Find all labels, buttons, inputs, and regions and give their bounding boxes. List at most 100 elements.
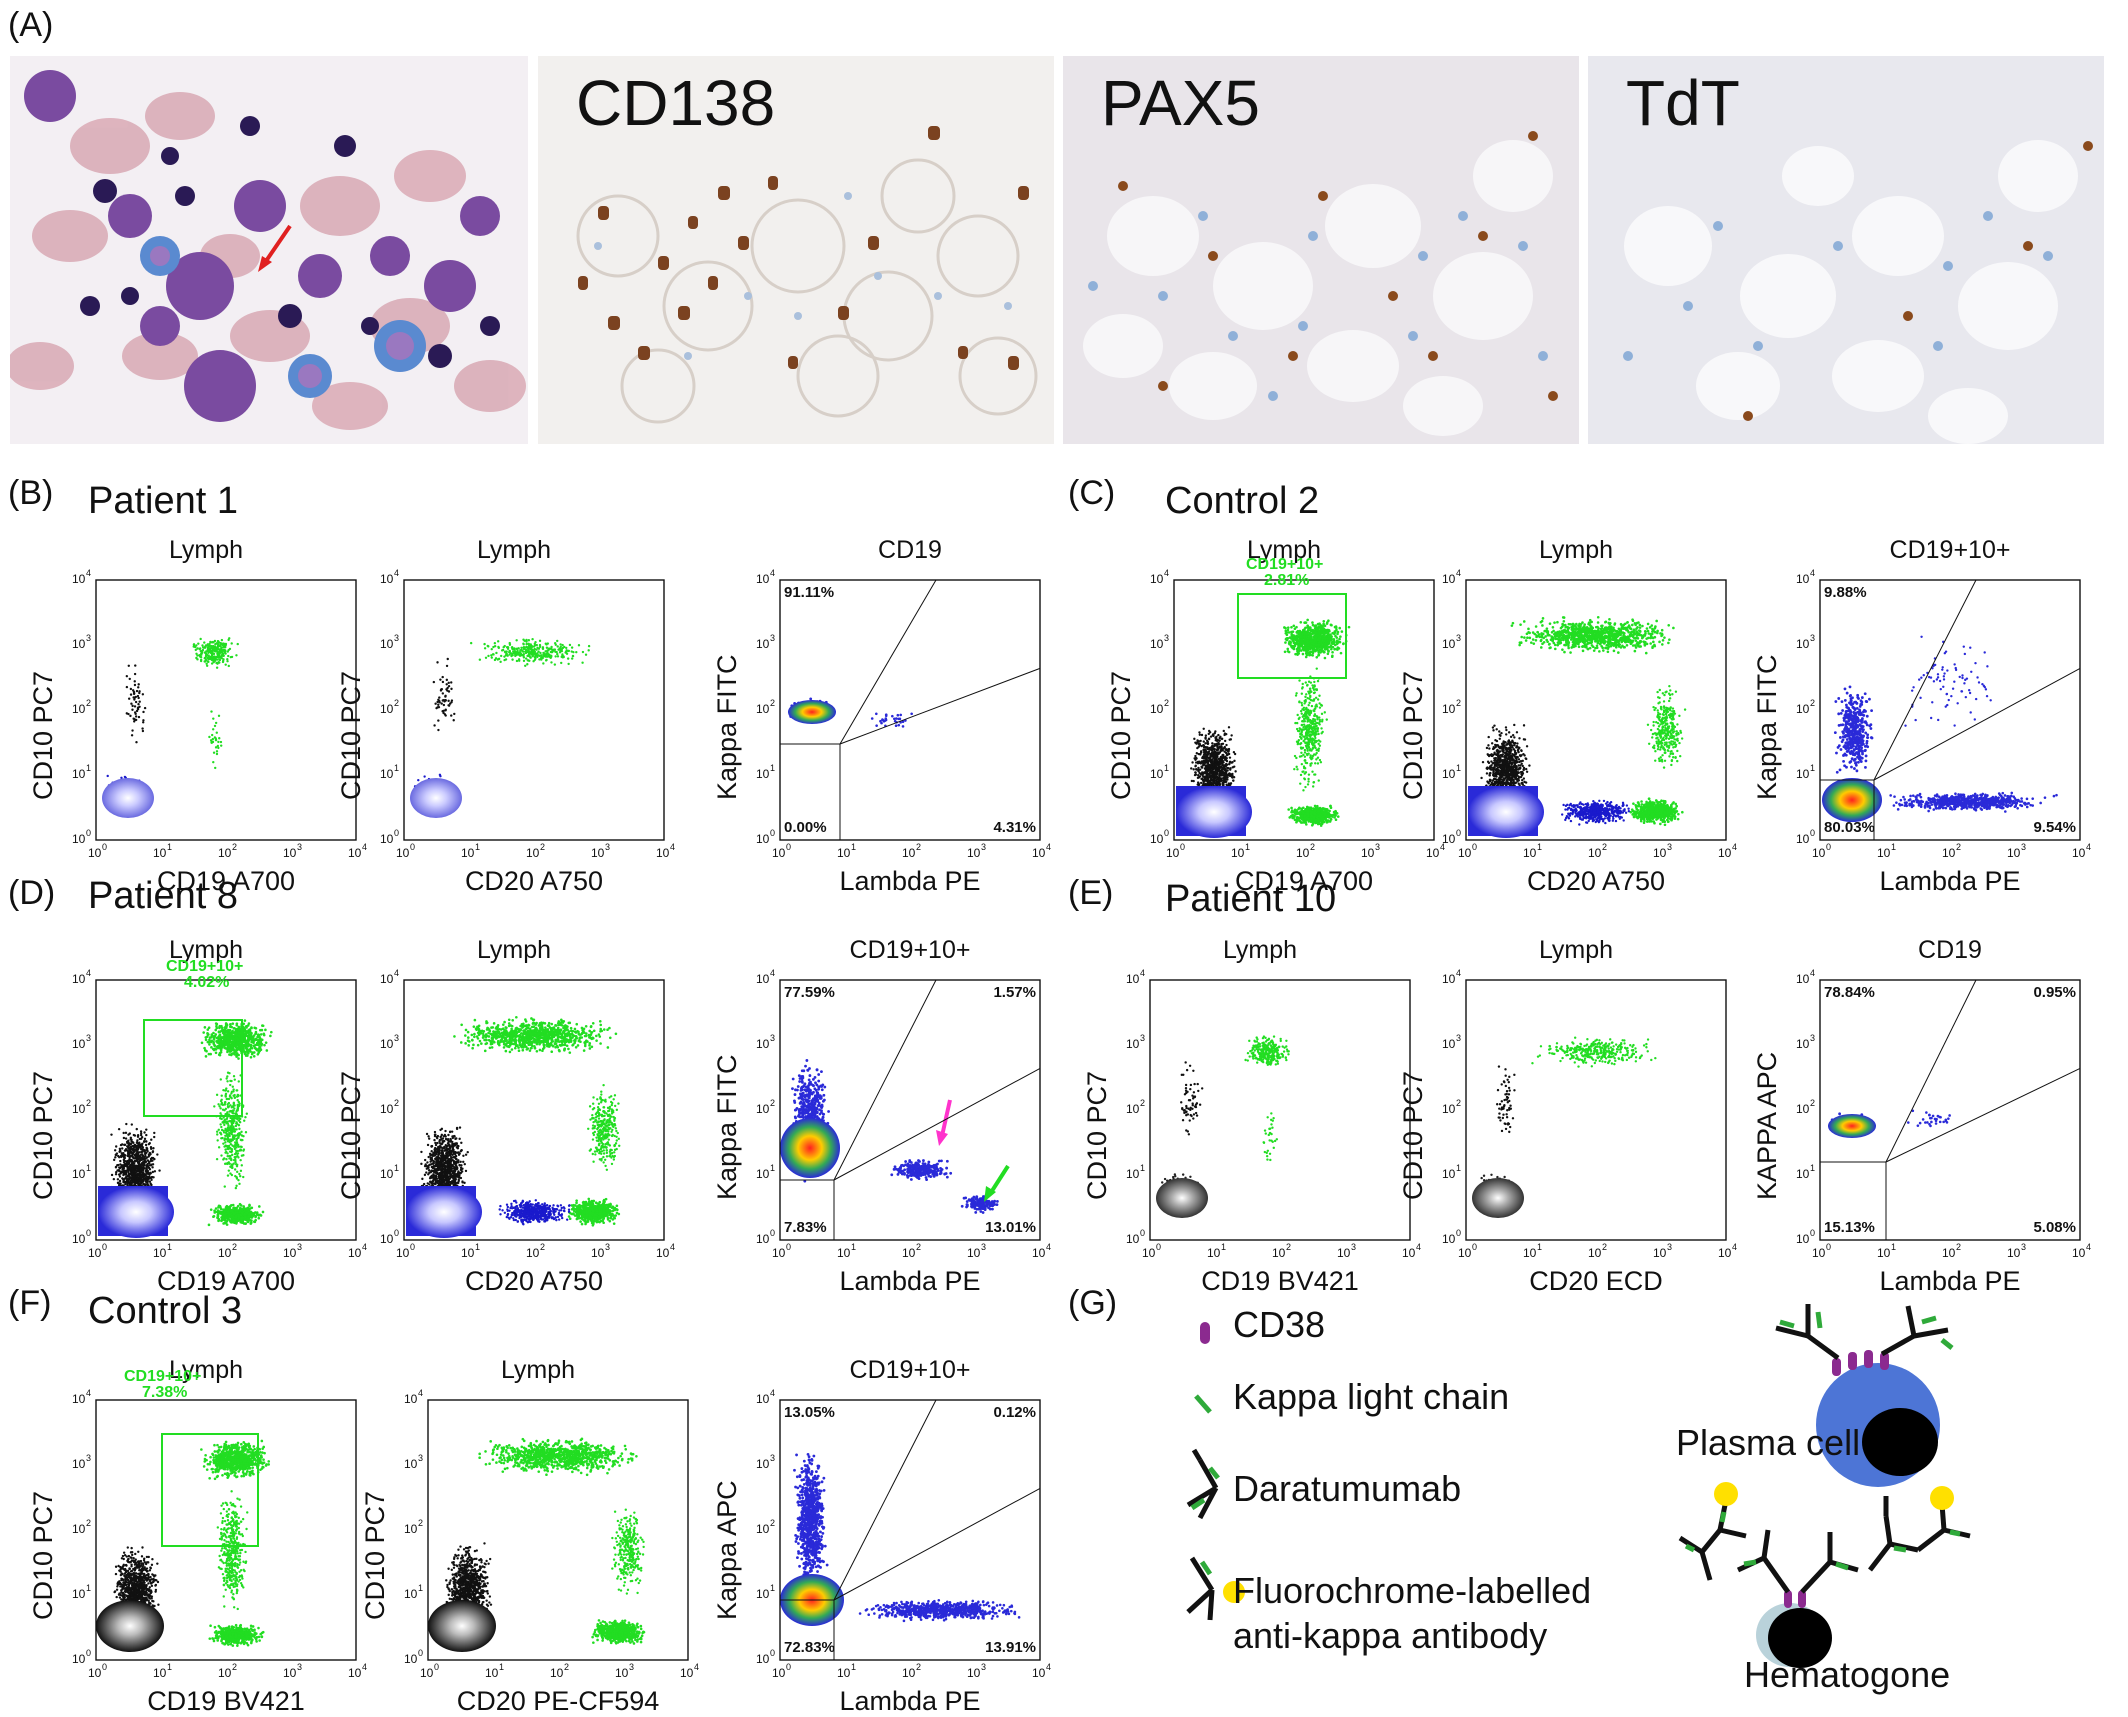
quadrant-top-right: 0.95% — [2033, 984, 2076, 1001]
plot-title: Lymph — [56, 1356, 356, 1385]
tdt-stain-image: TdT — [1588, 56, 2104, 444]
plot-title: CD19 — [760, 536, 1060, 565]
x-tick-exp: 1 — [475, 1242, 480, 1252]
x-tick-base: 10 — [591, 1246, 604, 1260]
y-tick-base: 10 — [1126, 1037, 1139, 1051]
y-tick-base: 10 — [380, 572, 393, 586]
cell-illustration: Plasma cell Hematogone — [1660, 1300, 2120, 1700]
x-tick-base: 10 — [348, 1246, 361, 1260]
x-tick-exp: 3 — [981, 842, 986, 852]
x-tick-base: 10 — [420, 1666, 433, 1680]
x-tick-exp: 0 — [1156, 1242, 1161, 1252]
quadrant-bottom-right: 13.91% — [985, 1639, 1036, 1656]
pax5-label: PAX5 — [1101, 66, 1260, 140]
y-tick-base: 10 — [380, 1167, 393, 1181]
y-tick-exp: 0 — [394, 1228, 399, 1238]
x-tick-base: 10 — [967, 1666, 980, 1680]
quadrant-bottom-left: 80.03% — [1824, 819, 1875, 836]
x-tick-base: 10 — [396, 846, 409, 860]
y-tick-base: 10 — [1442, 1232, 1455, 1246]
plot-title: Lymph — [56, 536, 356, 565]
x-tick-base: 10 — [1032, 1246, 1045, 1260]
x-tick-base: 10 — [902, 1246, 915, 1260]
x-tick-base: 10 — [772, 846, 785, 860]
y-tick-exp: 1 — [770, 1583, 775, 1593]
x-tick-base: 10 — [1458, 846, 1471, 860]
y-tick-exp: 2 — [1140, 1098, 1145, 1108]
x-tick-base: 10 — [2072, 846, 2085, 860]
x-tick-exp: 1 — [475, 842, 480, 852]
panel-b-label: (B) — [8, 474, 53, 513]
y-tick-exp: 4 — [86, 568, 91, 578]
x-tick-base: 10 — [656, 846, 669, 860]
x-tick-exp: 3 — [981, 1662, 986, 1672]
y-tick-exp: 0 — [770, 828, 775, 838]
x-tick-exp: 3 — [2021, 1242, 2026, 1252]
y-tick-base: 10 — [1442, 1037, 1455, 1051]
x-tick-exp: 2 — [916, 1242, 921, 1252]
quadrant-bottom-left: 15.13% — [1824, 1219, 1875, 1236]
flow-events — [98, 1019, 273, 1238]
x-tick-exp: 0 — [1180, 842, 1185, 852]
y-tick-exp: 4 — [1456, 968, 1461, 978]
y-tick-exp: 2 — [1164, 698, 1169, 708]
y-tick-base: 10 — [1150, 832, 1163, 846]
y-tick-base: 10 — [72, 1652, 85, 1666]
x-tick-exp: 0 — [786, 1242, 791, 1252]
y-axis-label: Kappa FITC — [712, 654, 743, 800]
x-tick-base: 10 — [1337, 1246, 1350, 1260]
x-tick-base: 10 — [526, 846, 539, 860]
y-tick-exp: 3 — [770, 1033, 775, 1043]
flow-plot-canvas — [1820, 980, 2080, 1240]
y-tick-exp: 3 — [394, 633, 399, 643]
y-axis-label: CD10 PC7 — [28, 1491, 59, 1620]
y-tick-base: 10 — [1442, 832, 1455, 846]
plasma-daratumumab-left — [1776, 1304, 1838, 1358]
quadrant-bottom-right: 5.08% — [2033, 1219, 2076, 1236]
x-tick-base: 10 — [902, 1666, 915, 1680]
flow-events — [1468, 616, 1686, 838]
y-tick-exp: 1 — [770, 1163, 775, 1173]
x-tick-base: 10 — [837, 1246, 850, 1260]
x-tick-base: 10 — [1142, 1246, 1155, 1260]
y-tick-exp: 4 — [394, 968, 399, 978]
y-tick-base: 10 — [380, 972, 393, 986]
x-tick-exp: 2 — [564, 1662, 569, 1672]
x-tick-base: 10 — [461, 1246, 474, 1260]
cd38-marker-icon — [1200, 1322, 1210, 1344]
y-tick-exp: 4 — [1456, 568, 1461, 578]
flow-plot-canvas — [96, 1400, 356, 1660]
x-tick-base: 10 — [1877, 1246, 1890, 1260]
x-tick-exp: 1 — [1245, 842, 1250, 852]
y-axis-label: CD10 PC7 — [360, 1491, 391, 1620]
y-tick-base: 10 — [72, 1522, 85, 1536]
x-tick-exp: 2 — [232, 1662, 237, 1672]
y-tick-exp: 4 — [770, 1388, 775, 1398]
quadrant-bottom-right: 13.01% — [985, 1219, 1036, 1236]
y-tick-base: 10 — [72, 702, 85, 716]
y-axis-label: CD10 PC7 — [1106, 671, 1137, 800]
x-tick-exp: 1 — [1891, 842, 1896, 852]
x-tick-exp: 0 — [786, 842, 791, 852]
y-tick-base: 10 — [1442, 637, 1455, 651]
x-axis-label: CD19 A700 — [76, 1266, 376, 1297]
x-tick-exp: 1 — [1221, 1242, 1226, 1252]
x-tick-base: 10 — [1426, 846, 1439, 860]
x-tick-exp: 3 — [297, 1662, 302, 1672]
y-tick-exp: 4 — [86, 968, 91, 978]
x-tick-base: 10 — [2007, 846, 2020, 860]
y-tick-exp: 3 — [1140, 1033, 1145, 1043]
x-tick-base: 10 — [1718, 1246, 1731, 1260]
y-tick-base: 10 — [756, 1652, 769, 1666]
x-tick-exp: 2 — [1286, 1242, 1291, 1252]
y-tick-base: 10 — [756, 832, 769, 846]
y-tick-exp: 1 — [86, 1583, 91, 1593]
x-tick-exp: 4 — [1416, 1242, 1421, 1252]
x-tick-base: 10 — [1296, 846, 1309, 860]
plot-title: CD19+10+ — [760, 1356, 1060, 1385]
y-tick-base: 10 — [72, 1587, 85, 1601]
